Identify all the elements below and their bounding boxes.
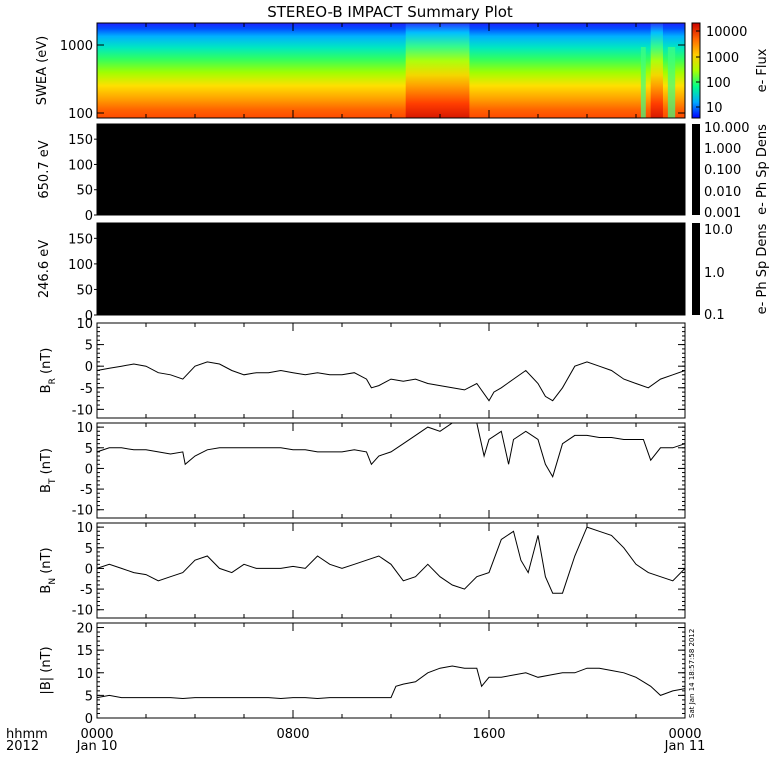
pad650-ytick-label: 50 (76, 184, 93, 199)
pad650-colorbar-tick-label: 10.000 (704, 121, 750, 136)
swea-dropout (667, 47, 676, 118)
pad246-colorbar-tick-label: 1.0 (704, 266, 725, 281)
bmag-ylabel: |B| (nT) (39, 646, 54, 694)
bn-ytick-label: 0 (85, 562, 93, 577)
pad650-colorbar-tick-label: 1.000 (704, 142, 741, 157)
pad650-colorbar-tick-label: 0.001 (704, 206, 741, 221)
pad246-colorbar (692, 223, 700, 315)
pad246-colorbar-tick-label: 10.0 (704, 223, 733, 238)
footer-tick-2: 1600 (472, 727, 505, 742)
bn-ytick-label: 5 (85, 542, 93, 557)
bmag-series-line (96, 665, 686, 700)
footer-year: 2012 (6, 739, 39, 754)
bn-ytick-label: -5 (80, 583, 93, 598)
pad246-ytick-label: 0 (85, 309, 93, 324)
pad650-ylabel: 650.7 eV (37, 140, 52, 198)
swea-ytick-1000-label: 1000 (60, 39, 93, 54)
bmag-ytick-label: 10 (76, 667, 93, 682)
bmag-ytick-label: 5 (85, 689, 93, 704)
bt-series-line (96, 422, 686, 478)
bmag-ytick-label: 15 (76, 644, 93, 659)
br-ytick-label: -5 (80, 382, 93, 397)
pad650-colorbar-tick-label: 0.010 (704, 185, 741, 200)
swea-colorbar (692, 23, 700, 118)
swea-colorbar-frame (691, 22, 701, 119)
br-ytick-label: 10 (76, 317, 93, 332)
pad246-colorbar-tick-label: 0.1 (704, 308, 725, 323)
bn-ylabel: BN (nT) (39, 547, 58, 593)
colorbar-tick-label: 1000 (706, 51, 739, 66)
colorbar-tick-label: 10000 (706, 25, 747, 40)
pad246-ytick-label: 50 (76, 283, 93, 298)
footer-tick-3: 0000 (668, 727, 701, 742)
footer-tick-0: 0000 (80, 727, 113, 742)
plot-title: STEREO-B IMPACT Summary Plot (267, 3, 513, 21)
timestamp: Sat Jan 14 18:57:58 2012 (688, 629, 696, 718)
colorbar-tick-label: 10 (706, 101, 723, 116)
bn-series-line (96, 526, 686, 594)
bt-ytick-label: 5 (85, 442, 93, 457)
pad246-ylabel: 246.6 eV (37, 240, 52, 298)
pad650-colorbar-label: e- Ph Sp Dens (755, 124, 770, 215)
footer-hhmm: hhmm (6, 727, 48, 742)
bmag-frame (96, 622, 686, 719)
br-ytick-label: 5 (85, 339, 93, 354)
footer-date-0: Jan 10 (76, 739, 118, 754)
bt-ytick-label: 10 (76, 421, 93, 436)
pad246-colorbar-label: e- Ph Sp Dens (755, 223, 770, 314)
footer-tick-1: 0800 (276, 727, 309, 742)
br-ylabel: BR (nT) (39, 348, 58, 394)
pad650-colorbar (692, 124, 700, 215)
pad650-ytick-label: 100 (68, 158, 93, 173)
bt-ytick-label: -5 (80, 483, 93, 498)
bt-ytick-label: -10 (72, 504, 93, 519)
pad650-colorbar-tick-label: 0.100 (704, 163, 741, 178)
br-ytick-label: 0 (85, 360, 93, 375)
time-axis-footer: hhmm 2012 0000 0800 1600 0000 Jan 10 Jan… (6, 727, 705, 754)
footer-date-3: Jan 11 (664, 739, 706, 754)
br-frame (96, 322, 686, 419)
colorbar-tick-label: 100 (706, 76, 731, 91)
br-ytick-label: -10 (72, 403, 93, 418)
bt-ytick-label: 0 (85, 462, 93, 477)
pad650-ytick-label: 150 (68, 133, 93, 148)
swea-spectrogram (97, 23, 685, 118)
swea-ylabel: SWEA (eV) (35, 36, 50, 105)
br-series-line (96, 361, 686, 402)
swea-ytick-100-label: 100 (68, 107, 93, 122)
swea-enhancement (405, 23, 470, 118)
pad246-ytick-label: 100 (68, 258, 93, 273)
bmag-ytick-label: 0 (85, 712, 93, 727)
pad246-ytick-label: 150 (68, 232, 93, 247)
swea-colorbar-label: e- Flux (755, 48, 770, 92)
bt-ylabel: BT (nT) (39, 448, 58, 493)
bn-ytick-label: -10 (72, 604, 93, 619)
pad650-ytick-label: 0 (85, 209, 93, 224)
pad246-spectrogram (96, 222, 686, 316)
swea-dropout (640, 47, 646, 118)
bmag-ytick-label: 20 (76, 622, 93, 637)
pad650-spectrogram (96, 123, 686, 216)
bn-ytick-label: 10 (76, 521, 93, 536)
swea-enhancement (650, 23, 663, 118)
